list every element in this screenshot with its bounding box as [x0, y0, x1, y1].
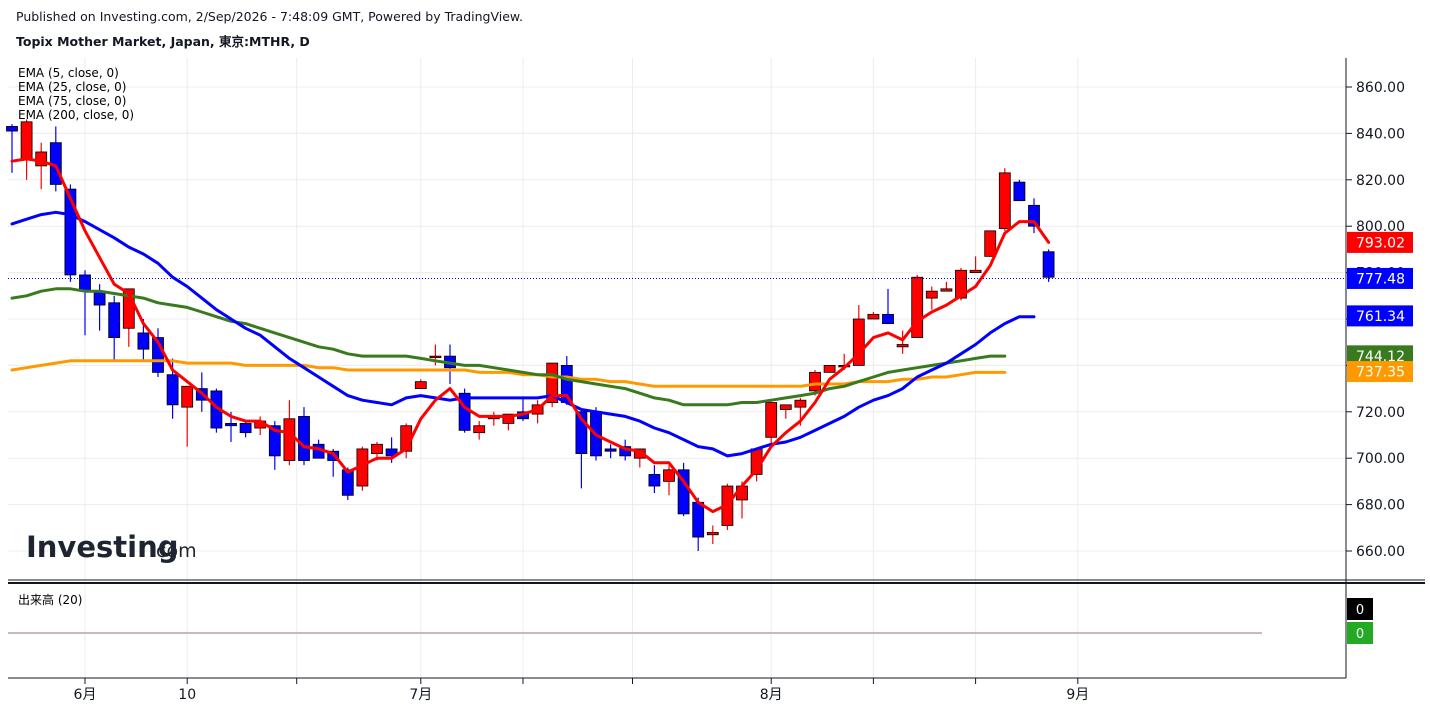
- candle-up: [925, 290, 938, 299]
- x-tick-label: 7月: [409, 687, 432, 703]
- y-tick-label: 840.00: [1356, 126, 1405, 142]
- candle-down: [385, 448, 398, 457]
- y-tick-label: 660.00: [1356, 544, 1405, 560]
- volume-badge-green: [1347, 622, 1373, 644]
- volume-badge-black-text: 0: [1356, 603, 1364, 618]
- volume-label: 出来高 (20): [18, 592, 82, 607]
- candle-down: [298, 416, 310, 461]
- candle-up: [867, 313, 880, 320]
- volume-badge-green-text: 0: [1356, 627, 1364, 642]
- x-tick-label: 10: [178, 687, 196, 703]
- ema5-line: [10, 157, 1051, 514]
- candle-up: [794, 399, 807, 408]
- candle-up: [371, 443, 383, 454]
- candle-down: [648, 474, 661, 487]
- candle-up: [940, 288, 953, 292]
- legend-ema25: EMA (25, close, 0): [18, 80, 126, 94]
- x-tick-label: 8月: [760, 687, 783, 703]
- ema200-line: [10, 359, 1007, 388]
- candle-up: [779, 404, 792, 410]
- candle-down: [239, 422, 252, 434]
- price-badge-text: 777.48: [1356, 271, 1405, 287]
- candle-down: [79, 274, 91, 292]
- candle-up: [283, 418, 296, 461]
- logo-suffix: .com: [150, 540, 197, 562]
- x-tick-label: 9月: [1066, 687, 1089, 703]
- price-badge: [1347, 267, 1413, 289]
- price-badge-text: 761.34: [1356, 309, 1405, 325]
- candle-up: [911, 276, 924, 338]
- price-badge-text: 737.35: [1356, 365, 1405, 381]
- volume-badge-black: [1347, 598, 1373, 620]
- price-badge: [1347, 231, 1413, 253]
- candle-up: [969, 269, 982, 273]
- investing-logo: Investing .com: [26, 530, 197, 564]
- x-tick-label: 6月: [74, 687, 97, 703]
- candle-up: [765, 402, 778, 438]
- candle-up: [122, 288, 135, 329]
- candle-up: [998, 172, 1011, 229]
- instrument-title: Topix Mother Market, Japan, 東京:MTHR, D: [16, 34, 310, 49]
- candle-down: [137, 332, 150, 350]
- legend-ema200: EMA (200, close, 0): [18, 108, 134, 122]
- candle-down: [604, 448, 617, 452]
- price-badge-text: 793.02: [1356, 235, 1405, 251]
- y-tick-label: 800.00: [1356, 219, 1405, 235]
- candle-up: [852, 318, 865, 366]
- candle-down: [1013, 181, 1026, 202]
- ema-lines: [10, 157, 1051, 514]
- candle-down: [64, 188, 77, 276]
- candle-down: [575, 411, 588, 454]
- y-tick-label: 700.00: [1356, 451, 1405, 467]
- candle-up: [896, 344, 909, 348]
- logo-main: Investing: [26, 530, 178, 564]
- time-axis: 6月 10 7月 8月 9月: [74, 678, 1089, 703]
- gridlines: [8, 58, 1346, 678]
- y-tick-label: 820.00: [1356, 173, 1405, 189]
- ema-legend: EMA (5, close, 0) EMA (25, close, 0) EMA…: [18, 66, 134, 122]
- candle-up: [414, 381, 427, 390]
- candle-up: [181, 385, 194, 408]
- candle-down: [1028, 204, 1040, 227]
- candle-up: [429, 355, 442, 359]
- candle-up: [706, 532, 719, 536]
- y-tick-label: 860.00: [1356, 80, 1405, 96]
- candle-down: [6, 126, 18, 132]
- ema25-line: [10, 210, 1036, 458]
- candle-up: [502, 413, 515, 424]
- candle-down: [268, 425, 281, 457]
- candle-down: [108, 302, 121, 338]
- price-badge-text: 744.12: [1356, 349, 1405, 365]
- candle-up: [955, 269, 967, 299]
- candle-up: [663, 469, 675, 482]
- candle-down: [341, 469, 354, 496]
- candle-down: [1042, 251, 1055, 278]
- candle-up: [473, 425, 486, 434]
- legend-ema5: EMA (5, close, 0): [18, 66, 119, 80]
- price-badge: [1347, 305, 1413, 327]
- price-badge: [1347, 361, 1413, 383]
- candle-down: [882, 313, 894, 325]
- candle-up: [984, 230, 997, 257]
- candle-up: [546, 362, 559, 403]
- candles: [6, 119, 1055, 551]
- y-tick-label: 720.00: [1356, 405, 1405, 421]
- ema75-line: [10, 287, 1007, 407]
- published-header: Published on Investing.com, 2/Sep/2026 -…: [16, 9, 523, 24]
- candle-down: [692, 501, 705, 538]
- legend-ema75: EMA (75, close, 0): [18, 94, 126, 108]
- candle-up: [20, 121, 33, 160]
- y-tick-label: 680.00: [1356, 498, 1405, 514]
- candle-up: [809, 371, 821, 392]
- candle-down: [166, 374, 179, 406]
- candle-up: [633, 448, 646, 459]
- candle-down: [225, 422, 237, 427]
- candle-up: [823, 364, 836, 373]
